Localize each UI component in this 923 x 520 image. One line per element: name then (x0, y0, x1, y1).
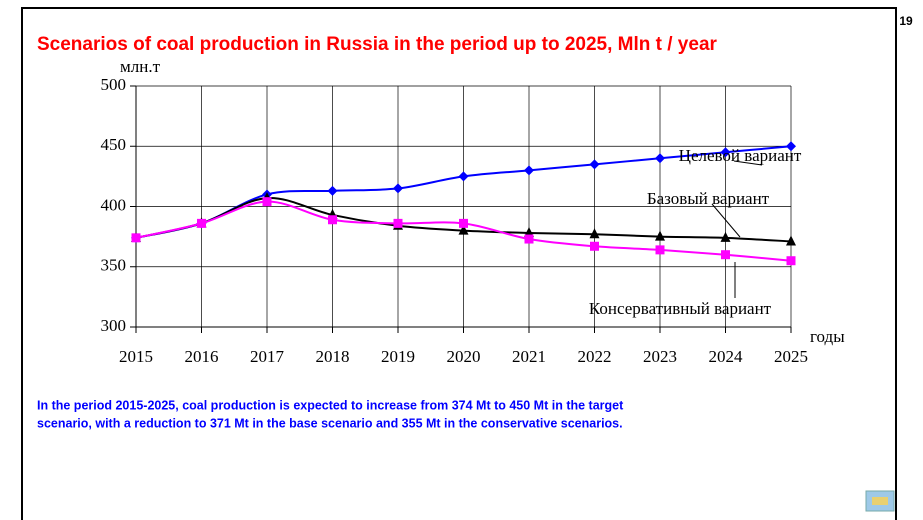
page-number: 19 (899, 14, 913, 28)
point (393, 183, 403, 194)
note-line: scenario, with a reduction to 371 Mt in … (37, 416, 623, 430)
x-tick-label: 2022 (578, 347, 612, 366)
x-tick-label: 2017 (250, 347, 285, 366)
point (721, 250, 730, 260)
slide-border (21, 7, 897, 520)
annotation-arrow (711, 203, 741, 238)
chart-title: Scenarios of coal production in Russia i… (37, 34, 718, 55)
y-tick-label: 450 (101, 135, 127, 154)
y-tick-label: 500 (101, 75, 127, 94)
point (328, 215, 337, 225)
point (327, 185, 338, 196)
x-tick-label: 2020 (447, 347, 481, 366)
y-tick-label: 300 (101, 316, 127, 335)
annotation-arrow (733, 160, 763, 166)
x-tick-label: 2015 (119, 347, 153, 366)
point (655, 153, 665, 164)
point (524, 227, 534, 238)
logo-icon-detail (872, 497, 888, 505)
point (720, 231, 731, 242)
point (786, 141, 796, 152)
x-tick-label: 2021 (512, 347, 546, 366)
x-tick-label: 2023 (643, 347, 677, 366)
point (720, 147, 731, 158)
x-tick-label: 2019 (381, 347, 415, 366)
point (786, 256, 796, 266)
x-tick-label: 2024 (709, 347, 744, 366)
point (655, 230, 665, 241)
x-tick-label: 2025 (774, 347, 808, 366)
point (262, 197, 272, 207)
y-axis-label: млн.т (120, 57, 161, 76)
point (589, 228, 600, 239)
point (393, 218, 403, 228)
point (655, 245, 665, 255)
point (589, 159, 600, 170)
point (458, 224, 469, 235)
point (458, 171, 469, 182)
point (786, 235, 796, 246)
point (459, 218, 468, 228)
y-tick-label: 400 (101, 195, 127, 214)
point (524, 234, 534, 244)
y-tick-label: 350 (101, 256, 127, 275)
note-line: In the period 2015-2025, coal production… (37, 398, 624, 412)
series-annotation: Консервативный вариант (589, 299, 772, 318)
point (524, 165, 534, 176)
x-axis-label: годы (810, 327, 845, 346)
point (197, 218, 206, 228)
x-tick-label: 2018 (316, 347, 350, 366)
x-tick-label: 2016 (185, 347, 219, 366)
point (590, 241, 599, 251)
series-annotation: Целевой вариант (679, 146, 802, 165)
point (131, 233, 141, 243)
series-annotation: Базовый вариант (647, 189, 770, 208)
